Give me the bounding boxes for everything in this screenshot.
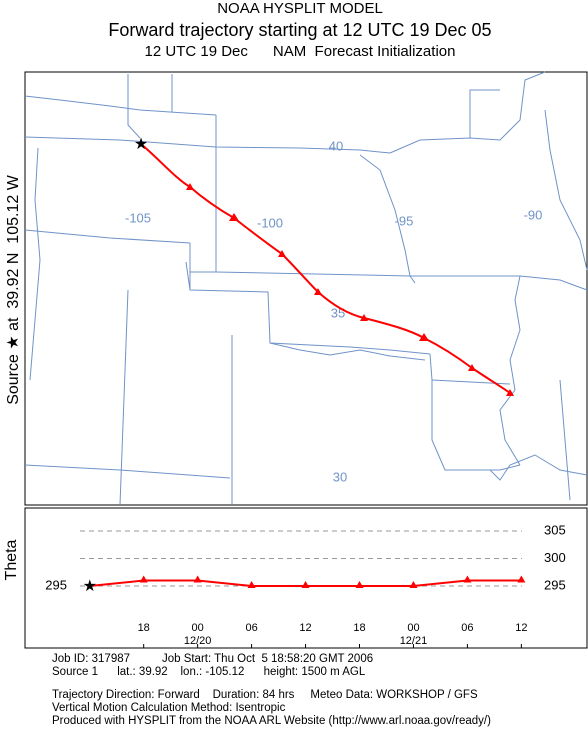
trajectory-markers	[186, 183, 514, 396]
lat-label: 30	[333, 469, 347, 484]
theta-marker	[139, 575, 148, 583]
y-tick-label: 295	[544, 577, 566, 592]
lon-label: -105	[125, 210, 151, 225]
init-line: 12 UTC 19 Dec NAM Forecast Initializatio…	[145, 43, 456, 60]
footer-line: Source 1 lat.: 39.92 lon.: -105.12 heigh…	[52, 666, 366, 678]
footer-line: Produced with HYSPLIT from the NOAA ARL …	[52, 715, 491, 727]
trajectory-line	[140, 143, 511, 394]
theta-marker	[517, 575, 526, 583]
theta-marker	[409, 580, 418, 588]
lon-label: -90	[524, 207, 543, 222]
source-label: Source ★ at 39.92 N 105.12 W	[5, 174, 22, 404]
footer-line: Trajectory Direction: Forward Duration: …	[52, 689, 478, 701]
map-frame	[24, 71, 588, 506]
title: NOAA HYSPLIT MODEL	[217, 0, 383, 17]
y-tick-label: 305	[544, 522, 566, 537]
x-tick-label: 18	[138, 622, 150, 634]
theta-marker	[463, 575, 472, 583]
lat-label: 40	[329, 138, 343, 153]
y-axis-label: Theta	[3, 539, 20, 580]
footer-line: Vertical Motion Calculation Method: Isen…	[52, 702, 286, 714]
theta-marker	[193, 575, 202, 583]
subtitle: Forward trajectory starting at 12 UTC 19…	[108, 20, 491, 40]
x-tick-label: 12	[299, 622, 311, 634]
footer-line: Job ID: 317987 Job Start: Thu Oct 5 18:5…	[52, 653, 373, 665]
trajectory: ★	[134, 136, 514, 396]
source-star: ★	[134, 136, 148, 153]
theta-marker	[355, 580, 364, 588]
x-tick-label: 12	[515, 622, 527, 634]
y-tick-label: 300	[544, 550, 566, 565]
x-tick-label: 18	[353, 622, 365, 634]
x-tick-label: 06	[461, 622, 473, 634]
x-tick-label: 00	[192, 622, 204, 634]
start-star: ★	[83, 578, 97, 595]
date-label: 12/20	[184, 635, 212, 647]
lon-label: -100	[257, 215, 283, 230]
y-tick-label: 295	[45, 577, 67, 592]
x-tick-label: 00	[407, 622, 419, 634]
theta-marker	[247, 580, 256, 588]
theta-marker	[301, 580, 310, 588]
x-tick-label: 06	[245, 622, 257, 634]
lon-label: -95	[395, 213, 414, 228]
state-borders	[24, 71, 588, 506]
date-label: 12/21	[400, 635, 428, 647]
